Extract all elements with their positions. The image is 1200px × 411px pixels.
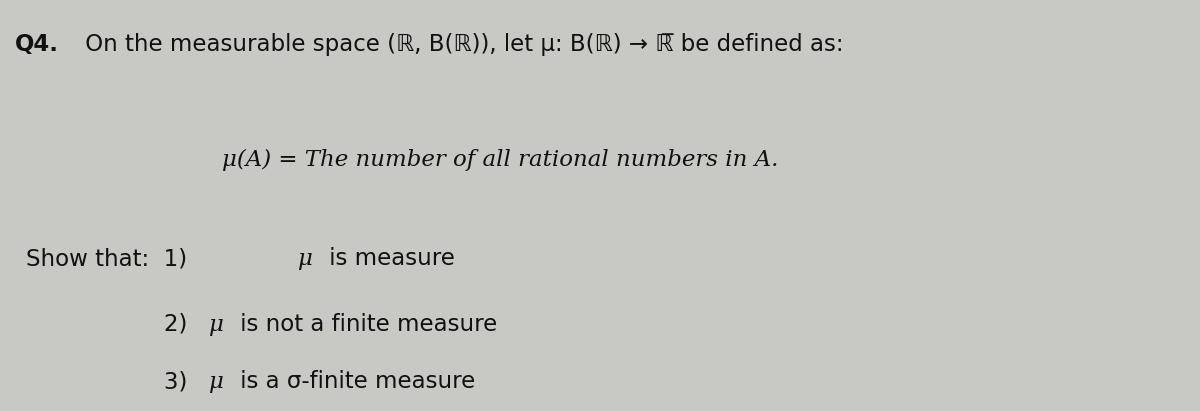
Text: μ: μ <box>298 248 312 270</box>
Text: Show that:  1): Show that: 1) <box>26 247 202 270</box>
Text: μ: μ <box>209 314 223 336</box>
Text: is a σ-finite measure: is a σ-finite measure <box>233 370 475 393</box>
Text: is not a finite measure: is not a finite measure <box>233 313 497 336</box>
Text: Q4.: Q4. <box>14 33 59 56</box>
Text: μ(A) = The number of all rational numbers in A.: μ(A) = The number of all rational number… <box>222 149 779 171</box>
Text: is measure: is measure <box>322 247 455 270</box>
Text: 2): 2) <box>164 313 203 336</box>
Text: μ: μ <box>209 372 223 393</box>
Text: 3): 3) <box>164 370 203 393</box>
Text: On the measurable space (ℝ, B(ℝ)), let μ: B(ℝ) → ℝ̅ be defined as:: On the measurable space (ℝ, B(ℝ)), let μ… <box>78 33 844 56</box>
